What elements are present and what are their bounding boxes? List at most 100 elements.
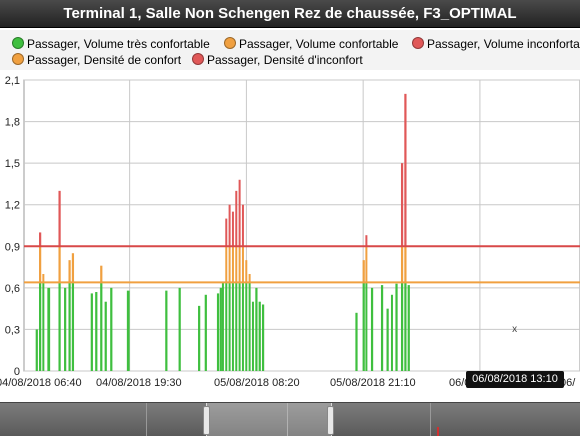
chart-title: Terminal 1, Salle Non Schengen Rez de ch…: [0, 0, 580, 28]
area-orange-segment: [231, 246, 234, 283]
area-green-segment: [395, 283, 398, 371]
area-orange-segment: [225, 246, 228, 283]
x-tick-label: 06/: [560, 377, 576, 389]
area-orange-segment: [71, 253, 75, 283]
area-green-segment: [404, 282, 407, 371]
red-dot-icon: [412, 37, 424, 49]
legend-item-densite-inconfort[interactable]: Passager, Densité d'inconfort: [192, 52, 363, 68]
area-green-segment: [39, 282, 42, 371]
legend: Passager, Volume très confortable Passag…: [0, 30, 580, 70]
area-green-segment: [68, 282, 71, 371]
area-red-segment: [39, 232, 42, 247]
area-orange-segment: [39, 246, 42, 283]
legend-label: Passager, Densité de confort: [27, 53, 182, 67]
y-tick-label: 1,5: [5, 158, 20, 170]
area-red-segment: [235, 190, 238, 247]
area-green-segment: [35, 329, 38, 371]
legend-label: Passager, Volume confortable: [239, 37, 399, 51]
area-green-segment: [198, 305, 201, 371]
nav-selection-window[interactable]: [206, 403, 332, 436]
area-green-segment: [100, 282, 103, 371]
area-orange-segment: [68, 260, 71, 283]
legend-label: Passager, Volume très confortable: [27, 37, 210, 51]
area-orange-segment: [362, 260, 365, 283]
legend-item-volume-tres-confortable[interactable]: Passager, Volume très confortable: [12, 36, 210, 52]
nav-gridline: [430, 403, 431, 436]
area-red-segment: [231, 211, 234, 247]
x-tick-label: 05/08/2018 08:20: [214, 377, 300, 389]
area-green-segment: [261, 304, 265, 371]
area-green-segment: [390, 294, 393, 371]
area-orange-segment: [404, 246, 407, 283]
area-green-segment: [104, 301, 107, 371]
area-green-segment: [110, 287, 113, 371]
area-orange-segment: [228, 246, 231, 283]
area-green-segment: [216, 293, 220, 371]
green-dot-icon: [12, 37, 24, 49]
x-tick-label: 04/08/2018 19:30: [96, 377, 182, 389]
area-green-segment: [47, 287, 51, 371]
legend-item-densite-de-confort[interactable]: Passager, Densité de confort: [12, 52, 181, 68]
area-green-segment: [42, 282, 45, 371]
plot-area[interactable]: 0 0,3 0,6 0,9 1,2 1,5 1,8 2,1 x 04/08/2018 06:40 0…: [0, 72, 580, 402]
orange-dot-icon: [12, 53, 24, 65]
legend-item-volume-inconfortable[interactable]: Passager, Volume inconfortable: [412, 36, 580, 52]
crosshair-tooltip: 06/08/2018 13:10: [466, 371, 564, 388]
area-green-segment: [231, 282, 234, 371]
crosshair-marker: x: [512, 324, 517, 335]
area-orange-segment: [238, 246, 241, 283]
area-orange-segment: [100, 265, 103, 283]
area-green-segment: [238, 282, 241, 371]
area-orange-segment: [241, 246, 244, 283]
orange-dot-icon: [224, 37, 236, 49]
area-green-segment: [370, 287, 374, 371]
area-green-segment: [64, 287, 67, 371]
area-green-segment: [400, 282, 404, 371]
area-orange-segment: [42, 274, 45, 283]
area-green-segment: [228, 282, 231, 371]
area-red-segment: [404, 93, 407, 247]
area-green-segment: [255, 287, 258, 371]
nav-marker: [437, 427, 439, 436]
legend-label: Passager, Densité d'inconfort: [207, 53, 363, 67]
area-green-segment: [407, 285, 410, 371]
nav-left-handle[interactable]: [203, 406, 210, 435]
area-green-segment: [221, 282, 224, 371]
area-green-segment: [90, 293, 93, 371]
area-green-segment: [386, 308, 389, 371]
area-green-segment: [380, 285, 384, 371]
area-green-segment: [355, 312, 358, 371]
area-green-segment: [258, 301, 261, 371]
area-green-segment: [245, 282, 248, 371]
area-red-segment: [365, 235, 368, 247]
y-tick-label: 0,9: [5, 241, 20, 253]
y-tick-label: 0,6: [5, 283, 20, 295]
area-orange-segment: [365, 246, 368, 283]
area-green-segment: [126, 290, 130, 371]
area-green-segment: [178, 287, 181, 371]
area-green-segment: [251, 301, 254, 371]
area-green-segment: [225, 282, 228, 371]
area-green-segment: [204, 294, 207, 371]
legend-item-volume-confortable[interactable]: Passager, Volume confortable: [224, 36, 398, 52]
nav-gridline: [287, 403, 288, 436]
nav-right-handle[interactable]: [327, 406, 334, 435]
area-green-segment: [219, 287, 222, 371]
y-tick-label: 0: [14, 366, 20, 378]
area-green-segment: [235, 282, 238, 371]
area-red-segment: [58, 190, 61, 247]
area-green-segment: [58, 282, 61, 371]
y-tick-label: 1,2: [5, 200, 20, 212]
area-orange-segment: [400, 246, 404, 283]
area-orange-segment: [248, 274, 251, 283]
x-tick-label: 05/08/2018 21:10: [330, 377, 416, 389]
nav-gridline: [146, 403, 147, 436]
area-green-segment: [241, 282, 244, 371]
area-orange-segment: [235, 246, 238, 283]
legend-label: Passager, Volume inconfortable: [427, 37, 580, 51]
range-navigator[interactable]: [0, 402, 580, 436]
y-tick-label: 1,8: [5, 117, 20, 129]
area-green-segment: [365, 282, 368, 371]
area-red-segment: [400, 163, 404, 247]
area-red-segment: [241, 204, 244, 247]
